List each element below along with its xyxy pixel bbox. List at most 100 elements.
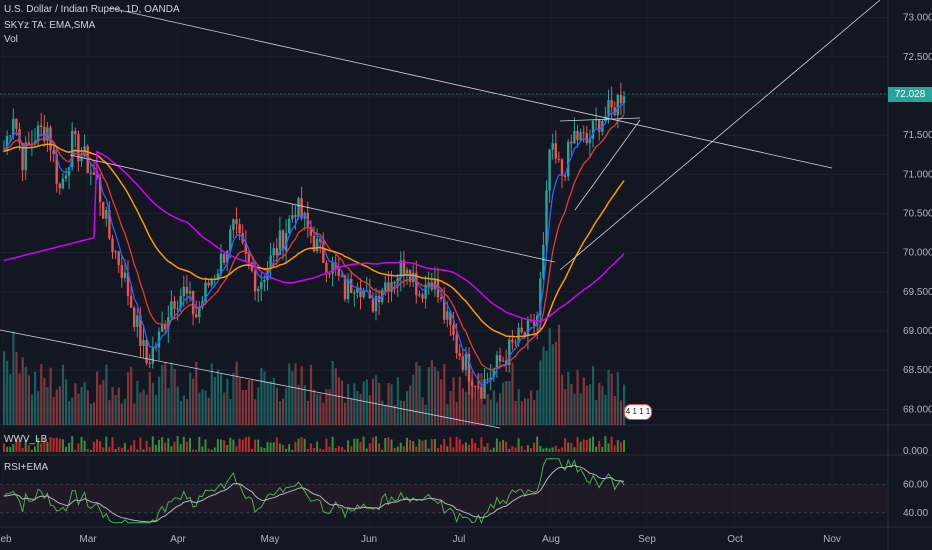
volume-bar xyxy=(102,380,105,425)
volume-bar xyxy=(486,393,489,425)
wwv-bar xyxy=(623,440,625,452)
wwv-bar xyxy=(71,436,74,452)
wwv-bar xyxy=(368,443,371,452)
volume-bar xyxy=(520,401,523,425)
candle-body xyxy=(346,278,350,300)
candle-body xyxy=(117,251,120,266)
wwv-bar xyxy=(499,441,501,452)
candle-body xyxy=(325,263,328,274)
candle-body xyxy=(157,331,161,348)
wwv-bar xyxy=(40,443,43,452)
volume-bar xyxy=(309,365,313,425)
wwv-bar xyxy=(24,439,27,452)
wwv-bar xyxy=(244,437,247,452)
wwv-bar xyxy=(83,440,86,452)
wwv-bar xyxy=(582,439,585,452)
price-tick-label: 71.000 xyxy=(903,169,932,180)
wwv-bar xyxy=(102,447,105,452)
volume-bar xyxy=(40,364,43,425)
candle-body xyxy=(526,320,530,337)
volume-bar xyxy=(108,400,111,425)
volume-bar xyxy=(235,361,238,425)
wwv-bar xyxy=(486,443,489,452)
wwv-bar xyxy=(158,439,160,452)
candle-body xyxy=(604,116,607,122)
rsi-line xyxy=(3,458,625,525)
volume-bar xyxy=(207,397,210,425)
volume-bar xyxy=(170,362,173,425)
volume-bar xyxy=(68,401,71,425)
candle-body xyxy=(418,294,421,296)
volume-bar xyxy=(598,382,601,425)
time-tick-label: Oct xyxy=(727,534,743,545)
volume-bar xyxy=(455,402,458,425)
candle-body xyxy=(275,248,278,256)
candle-body xyxy=(585,133,588,143)
wwv-bar xyxy=(130,445,133,452)
volume-bar xyxy=(161,365,164,425)
candle-body xyxy=(396,277,399,284)
volume-bar xyxy=(99,384,102,425)
candle-body xyxy=(160,324,164,332)
wwv-bar xyxy=(427,448,430,452)
wwv-bar xyxy=(204,439,207,452)
wwv-bar xyxy=(418,439,421,452)
wwv-bar xyxy=(424,439,427,452)
volume-bar xyxy=(204,390,207,425)
wwv-bar xyxy=(111,437,114,452)
wwv-bar xyxy=(598,440,601,452)
volume-bar xyxy=(55,389,58,425)
wwv-bar xyxy=(65,446,67,452)
candle-body xyxy=(232,219,235,230)
candle-body xyxy=(154,347,158,349)
candle-body xyxy=(328,273,331,275)
wwv-bar xyxy=(30,449,33,452)
volume-bar xyxy=(610,373,613,425)
wwv-bar xyxy=(179,444,182,452)
volume-bar xyxy=(542,346,545,425)
wwv-bar xyxy=(15,437,18,452)
volume-bar xyxy=(508,381,511,425)
volume-bar xyxy=(136,380,139,425)
volume-bar xyxy=(114,394,117,425)
candle-body xyxy=(337,268,340,276)
volume-bar xyxy=(220,373,223,425)
wwv-bar xyxy=(278,443,281,452)
candle-body xyxy=(470,381,474,386)
candle-body xyxy=(24,142,27,171)
wwv-bar xyxy=(495,438,498,452)
candle-body xyxy=(260,282,263,289)
wwv-bar xyxy=(235,446,238,452)
wwv-bar xyxy=(151,436,154,452)
candle-body xyxy=(139,315,142,346)
wwv-bar xyxy=(378,443,381,452)
volume-bar xyxy=(430,360,433,425)
volume-bar xyxy=(154,394,158,425)
candle-body xyxy=(514,342,517,344)
volume-bar xyxy=(437,371,440,425)
volume-bar xyxy=(371,378,375,425)
candle-body xyxy=(77,134,80,162)
wwv-bar xyxy=(21,448,24,452)
wwv-bar xyxy=(340,447,343,452)
candle-body xyxy=(278,230,282,256)
wwv-bar xyxy=(247,436,250,452)
candle-body xyxy=(616,95,619,116)
volume-bar xyxy=(86,390,89,425)
volume-bar xyxy=(474,398,477,425)
candle-body xyxy=(126,272,130,296)
volume-bar xyxy=(210,363,213,425)
rsi-legend: RSI+EMA xyxy=(4,462,49,473)
candle-body xyxy=(43,126,46,141)
event-badge[interactable]: 4 1 1 1 xyxy=(624,404,652,420)
wwv-bar xyxy=(508,449,511,452)
volume-bar xyxy=(244,389,247,425)
wwv-bar xyxy=(198,436,201,452)
wwv-bar xyxy=(6,446,9,452)
candle-body xyxy=(353,292,356,294)
wwv-bar xyxy=(260,446,263,452)
volume-bar xyxy=(356,391,359,425)
wwv-bar xyxy=(567,442,570,452)
wwv-bar xyxy=(27,445,30,452)
